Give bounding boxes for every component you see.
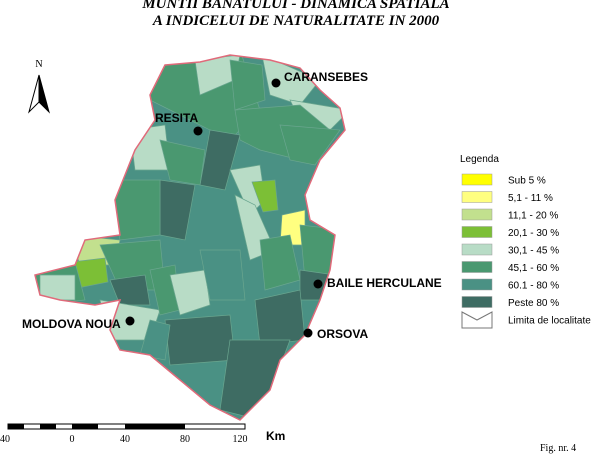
legend-swatch xyxy=(461,296,493,308)
city-label: BAILE HERCULANE xyxy=(327,276,442,290)
figure-number: Fig. nr. 4 xyxy=(540,443,576,454)
scale-label: 0 xyxy=(70,434,75,445)
legend-label: Limita de localitate xyxy=(508,316,591,327)
cities: CARANSEBES RESITA BAILE HERCULANE MOLDOV… xyxy=(22,70,442,341)
north-arrow: N xyxy=(28,59,50,114)
scale-bar: 40 0 40 80 120 Km xyxy=(0,423,285,445)
legend-label: 30,1 - 45 % xyxy=(508,246,559,257)
legend-swatch xyxy=(461,226,493,238)
legend-swatch xyxy=(461,208,493,221)
city-label: RESITA xyxy=(155,111,198,125)
title-line: A INDICELUI DE NATURALITATE IN 2000 xyxy=(152,13,440,29)
title-line: MUNTII BANATULUI - DINAMICA SPATIALA xyxy=(141,0,449,12)
scale-label: 80 xyxy=(180,434,190,445)
legend-swatch xyxy=(461,261,493,273)
city-label: MOLDOVA NOUA xyxy=(22,317,121,331)
legend-label: Sub 5 % xyxy=(508,176,546,187)
legend-label: 20,1 - 30 % xyxy=(508,228,559,239)
legend-swatch xyxy=(461,191,493,203)
scale-label: 40 xyxy=(0,434,10,445)
city-label: ORSOVA xyxy=(317,327,368,341)
scale-label: 40 xyxy=(120,434,130,445)
legend-swatch xyxy=(461,311,493,329)
scale-label: 120 xyxy=(233,434,248,445)
legend-label: 60.1 - 80 % xyxy=(508,281,559,292)
legend-label: 5,1 - 11 % xyxy=(508,193,553,204)
legend-title: Legenda xyxy=(460,154,499,165)
legend-label: 11,1 - 20 % xyxy=(508,211,559,222)
map xyxy=(35,55,345,420)
legend-swatch xyxy=(461,243,493,256)
legend: Legenda Sub 5 % 5,1 - 11 % 11,1 - 20 % 20,1… xyxy=(460,154,591,329)
legend-label: 45,1 - 60 % xyxy=(508,263,559,274)
legend-swatch xyxy=(461,173,493,186)
map-outline xyxy=(34,54,346,421)
scale-unit: Km xyxy=(266,429,285,443)
city-label: CARANSEBES xyxy=(284,70,368,84)
north-label: N xyxy=(35,59,42,70)
legend-swatch xyxy=(461,278,493,291)
legend-label: Peste 80 % xyxy=(508,298,559,309)
